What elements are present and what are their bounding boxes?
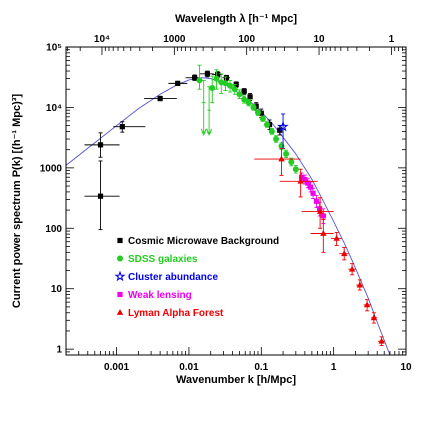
legend-label-1: SDSS galaxies <box>128 254 198 265</box>
y-tick-label: 10⁴ <box>46 103 62 114</box>
data-point-s0-2 <box>119 124 125 130</box>
legend-item-3: Weak lensing <box>117 290 192 301</box>
legend-item-0: Cosmic Microwave Background <box>117 236 279 247</box>
data-point-s4-5 <box>341 250 348 257</box>
data-point-s0-3 <box>157 95 163 102</box>
data-point-s0-5 <box>192 75 198 81</box>
data-point-s1-20 <box>288 159 295 166</box>
data-point-s1-6 <box>222 80 229 87</box>
plot-frame <box>65 46 407 356</box>
series-0 <box>84 70 283 231</box>
data-point-s0-6 <box>204 71 211 77</box>
data-point-s3-1 <box>302 176 308 183</box>
y-axis-title: Current power spectrum P(k) [(h⁻¹ Mpc)³] <box>11 94 23 309</box>
data-point-s1-17 <box>273 136 280 143</box>
data-point-s3-0 <box>298 174 305 180</box>
data-point-s0-10 <box>241 88 247 94</box>
legend-label-0: Cosmic Microwave Background <box>128 236 279 247</box>
x-tick-label: 0.001 <box>104 362 129 373</box>
top-tick-label: 1 <box>389 34 395 45</box>
data-point-s3-2 <box>305 180 311 186</box>
data-point-s1-2-upper-limit-arrow <box>206 128 213 137</box>
top-axis-title: Wavelength λ [h⁻¹ Mpc] <box>175 13 297 25</box>
data-point-s3-6 <box>317 206 323 212</box>
data-point-s4-4 <box>333 235 340 241</box>
top-tick-label: 10 <box>313 34 325 45</box>
data-point-s0-8 <box>223 75 230 81</box>
y-tick-label: 1 <box>56 345 62 356</box>
data-point-s0-0 <box>97 193 104 199</box>
x-tick-label: 0.01 <box>179 362 199 373</box>
x-axis-title: Wavenumber k [h/Mpc] <box>176 374 296 386</box>
data-point-s0-15 <box>277 127 283 133</box>
y-tick-label: 10 <box>51 284 63 295</box>
data-point-s0-7 <box>215 71 221 78</box>
y-tick-label: 1000 <box>40 163 63 174</box>
legend-label-2: Cluster abundance <box>128 272 218 283</box>
legend-label-4: Lyman Alpha Forest <box>128 308 224 319</box>
top-tick-label: 1000 <box>163 34 186 45</box>
data-point-s0-4 <box>175 80 181 86</box>
legend-marker-0 <box>117 237 123 244</box>
data-point-s1-3 <box>209 84 216 91</box>
y-tick-label: 10⁵ <box>46 43 62 54</box>
legend-label-3: Weak lensing <box>128 290 192 301</box>
data-point-s4-2 <box>316 208 324 214</box>
data-point-s0-11 <box>247 94 253 100</box>
legend-item-2: Cluster abundance <box>114 270 218 283</box>
data-point-s4-6 <box>348 265 356 272</box>
data-point-s1-11 <box>245 99 252 106</box>
data-point-s1-4 <box>213 75 220 82</box>
data-point-s1-8 <box>231 86 238 93</box>
legend-marker-2 <box>114 270 126 282</box>
data-point-s4-7 <box>356 281 364 288</box>
legend-marker-1 <box>117 255 123 262</box>
model-curve <box>66 77 391 355</box>
data-point-s1-0 <box>196 77 203 84</box>
top-tick-label: 10⁴ <box>94 34 110 45</box>
data-point-s0-13 <box>258 110 264 116</box>
data-point-s0-1 <box>97 142 104 148</box>
data-point-s1-15 <box>264 121 271 128</box>
legend-marker-4 <box>116 309 124 315</box>
data-point-s1-12 <box>250 104 257 111</box>
data-point-s3-7 <box>320 213 326 219</box>
data-point-s1-7 <box>227 82 234 89</box>
data-point-s1-21 <box>292 166 299 173</box>
data-point-s4-10 <box>378 337 385 344</box>
legend-item-1: SDSS galaxies <box>117 254 198 265</box>
data-point-s1-9 <box>236 91 243 98</box>
y-tick-label: 100 <box>45 224 62 235</box>
data-point-s1-10 <box>241 96 248 103</box>
data-point-s3-4 <box>310 190 316 196</box>
data-point-s1-19 <box>283 150 290 157</box>
data-point-s4-9 <box>370 314 378 321</box>
data-point-s1-14 <box>259 115 266 122</box>
series-4 <box>254 147 385 346</box>
data-point-s2-0 <box>277 120 289 132</box>
x-tick-label: 0.1 <box>254 362 268 373</box>
data-point-s1-16 <box>268 128 275 135</box>
data-point-s4-8 <box>363 301 371 308</box>
legend-marker-3 <box>117 291 123 298</box>
top-tick-label: 100 <box>238 34 255 45</box>
data-point-s4-3 <box>320 230 327 236</box>
x-tick-label: 1 <box>331 362 337 373</box>
data-point-s3-5 <box>313 198 320 204</box>
data-point-s1-13 <box>254 109 261 116</box>
legend-item-4: Lyman Alpha Forest <box>116 308 224 319</box>
data-point-s1-1-upper-limit-arrow <box>200 128 207 137</box>
x-tick-label: 10 <box>400 362 412 373</box>
data-point-s4-0 <box>278 155 285 162</box>
series-1 <box>196 64 299 174</box>
data-point-s4-1 <box>297 177 304 184</box>
data-point-s3-3 <box>307 184 314 190</box>
